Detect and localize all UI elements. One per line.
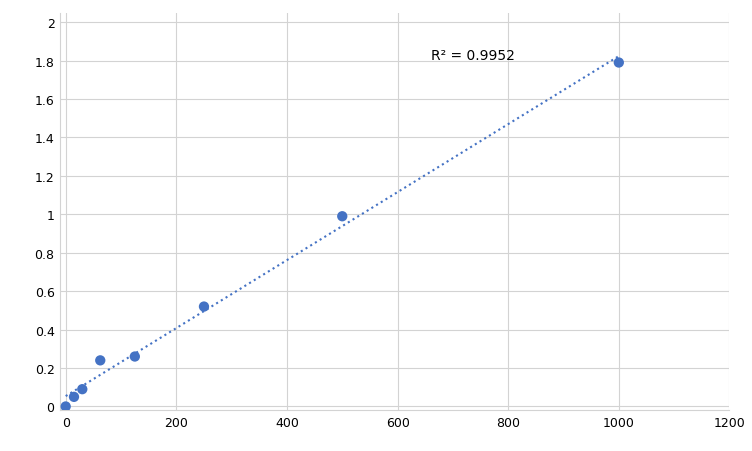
- Point: [129, 353, 141, 360]
- Point: [68, 393, 80, 400]
- Point: [336, 213, 348, 221]
- Point: [94, 357, 106, 364]
- Point: [59, 403, 71, 410]
- Point: [613, 60, 625, 67]
- Point: [198, 303, 210, 310]
- Point: [76, 386, 88, 393]
- Text: R² = 0.9952: R² = 0.9952: [431, 49, 514, 63]
